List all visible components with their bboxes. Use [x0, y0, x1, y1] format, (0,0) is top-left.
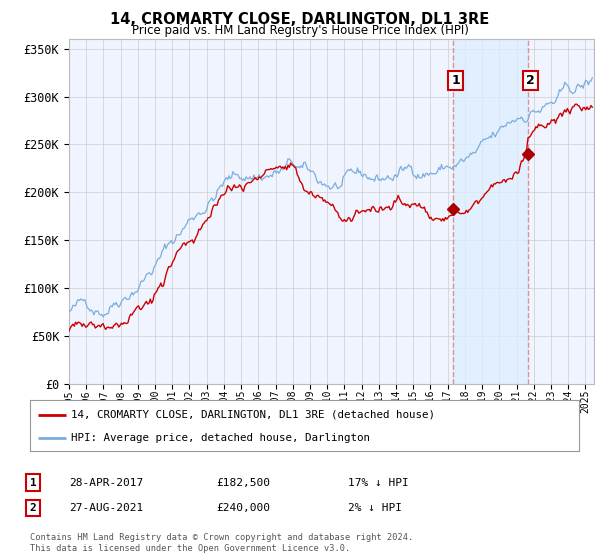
Text: 2% ↓ HPI: 2% ↓ HPI: [348, 503, 402, 513]
Text: £240,000: £240,000: [216, 503, 270, 513]
Bar: [453, 39, 528, 384]
Text: 2: 2: [29, 503, 37, 513]
Text: 14, CROMARTY CLOSE, DARLINGTON, DL1 3RE (detached house): 14, CROMARTY CLOSE, DARLINGTON, DL1 3RE …: [71, 409, 435, 419]
Text: 28-APR-2017: 28-APR-2017: [69, 478, 143, 488]
Text: 1: 1: [29, 478, 37, 488]
Text: 27-AUG-2021: 27-AUG-2021: [69, 503, 143, 513]
Text: 17% ↓ HPI: 17% ↓ HPI: [348, 478, 409, 488]
Text: 1: 1: [451, 74, 460, 87]
Text: Price paid vs. HM Land Registry's House Price Index (HPI): Price paid vs. HM Land Registry's House …: [131, 24, 469, 37]
Text: HPI: Average price, detached house, Darlington: HPI: Average price, detached house, Darl…: [71, 433, 370, 443]
Text: Contains HM Land Registry data © Crown copyright and database right 2024.
This d: Contains HM Land Registry data © Crown c…: [30, 533, 413, 553]
Text: 2: 2: [526, 74, 535, 87]
Text: 14, CROMARTY CLOSE, DARLINGTON, DL1 3RE: 14, CROMARTY CLOSE, DARLINGTON, DL1 3RE: [110, 12, 490, 27]
Text: £182,500: £182,500: [216, 478, 270, 488]
